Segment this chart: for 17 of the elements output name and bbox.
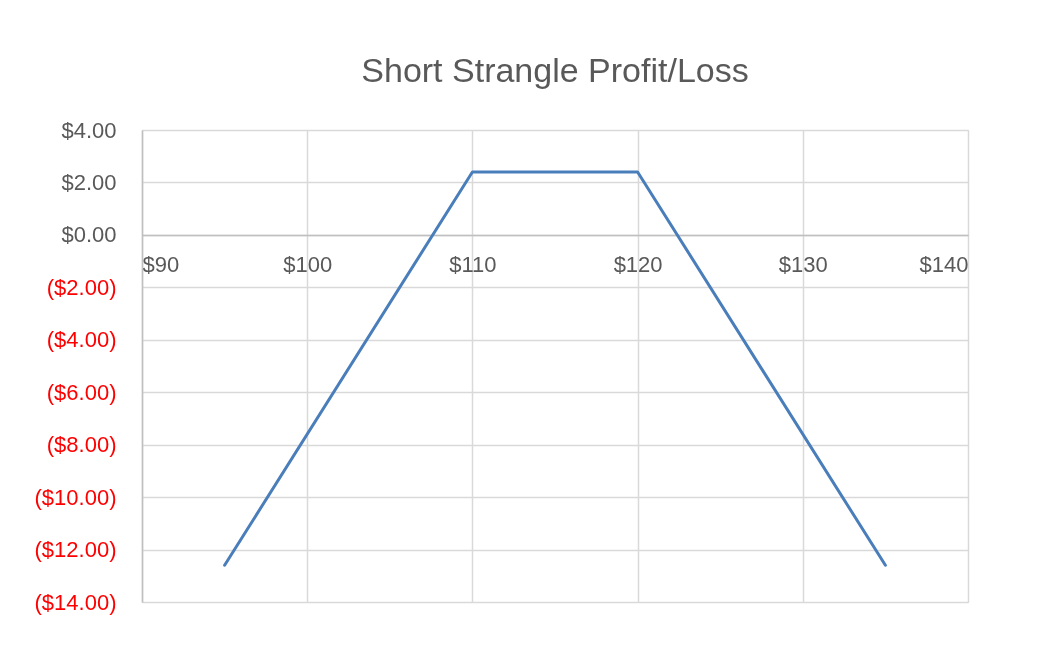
y-tick-label: ($12.00) <box>34 537 117 563</box>
y-tick-label: $0.00 <box>61 222 117 248</box>
x-tick-label: $100 <box>283 252 333 278</box>
y-tick-label: ($8.00) <box>46 432 117 458</box>
y-tick-label: ($2.00) <box>46 274 117 300</box>
y-tick-label: ($4.00) <box>46 327 117 353</box>
x-tick-label: $140 <box>919 252 969 278</box>
chart-title: Short Strangle Profit/Loss <box>361 51 749 89</box>
y-tick-label: $4.00 <box>61 117 117 143</box>
y-tick-label: $2.00 <box>61 169 117 195</box>
x-tick-label: $90 <box>142 252 180 278</box>
y-tick-label: ($6.00) <box>46 379 117 405</box>
x-tick-label: $110 <box>449 252 497 278</box>
x-tick-label: $130 <box>778 252 828 278</box>
y-tick-label: ($10.00) <box>34 484 117 510</box>
y-tick-label: ($14.00) <box>34 589 117 615</box>
x-tick-label: $120 <box>613 252 663 278</box>
